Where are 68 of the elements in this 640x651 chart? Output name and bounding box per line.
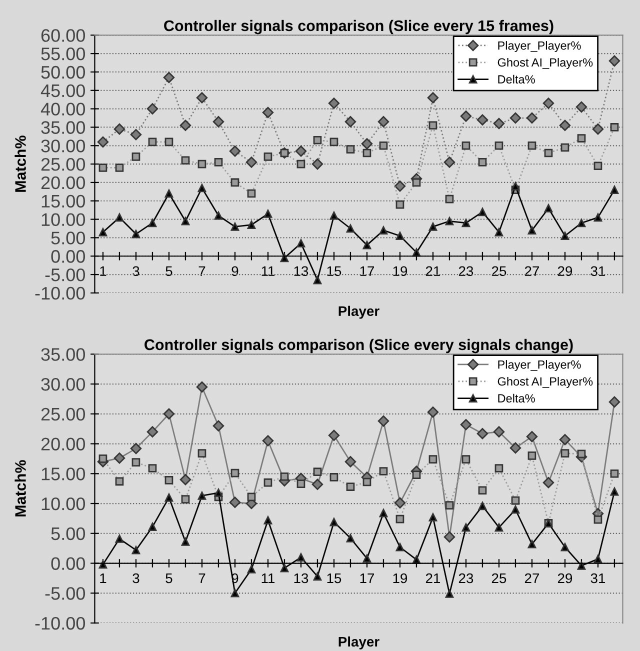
x-tick-label: 19 <box>393 266 408 276</box>
legend-label: Player_Player% <box>498 360 581 372</box>
y-tick-label: 10.00 <box>42 497 85 510</box>
x-axis-title: Player <box>338 636 380 650</box>
y-tick-label: 35.00 <box>41 348 85 361</box>
y-tick-label: 60.00 <box>41 29 85 42</box>
x-axis-title: Player <box>338 306 380 319</box>
y-tick-label: 30.00 <box>41 140 85 152</box>
chart-title: Controller signals comparison (Slice every 15 frames) <box>164 20 554 34</box>
legend-label: Delta% <box>498 394 535 403</box>
x-tick-label: 1 <box>100 573 106 584</box>
y-tick-label: 25.00 <box>41 408 85 421</box>
x-tick-label: 7 <box>198 266 206 276</box>
x-tick-label: 25 <box>492 573 506 584</box>
y-tick-label: 35.00 <box>41 121 85 134</box>
x-tick-label: 21 <box>426 573 440 584</box>
x-tick-label: 27 <box>524 266 539 276</box>
y-tick-label: 15.00 <box>42 468 85 480</box>
x-tick-label: 15 <box>327 573 342 584</box>
x-tick-label: 5 <box>166 266 172 276</box>
x-tick-label: 21 <box>426 266 440 276</box>
y-axis-title: Match% <box>14 460 26 516</box>
x-tick-label: 9 <box>232 266 238 276</box>
x-tick-label: 5 <box>166 573 172 584</box>
x-tick-label: 11 <box>262 266 275 276</box>
y-tick-label: -10.00 <box>35 616 85 630</box>
y-tick-label: 20.00 <box>41 176 85 190</box>
legend-label: Ghost AI_Player% <box>498 376 593 388</box>
x-tick-label: 19 <box>393 573 408 584</box>
y-tick-label: 30.00 <box>41 378 85 391</box>
y-tick-label: 20.00 <box>41 438 85 450</box>
chart-title: Controller signals comparison (Slice every signals change) <box>144 338 573 354</box>
y-tick-label: 45.00 <box>40 84 85 98</box>
x-tick-label: 3 <box>132 573 140 584</box>
y-tick-label: 5.00 <box>51 527 85 540</box>
legend-label: Player_Player% <box>498 41 581 52</box>
legend-label: Ghost AI_Player% <box>498 58 593 69</box>
y-tick-label: 55.00 <box>41 48 85 60</box>
x-tick-label: 13 <box>294 573 308 584</box>
x-tick-label: 23 <box>458 573 474 584</box>
y-tick-label: 5.00 <box>51 232 85 244</box>
x-tick-label: 29 <box>558 573 572 584</box>
x-tick-label: 3 <box>132 266 140 276</box>
x-tick-label: 31 <box>590 266 606 276</box>
x-tick-label: 15 <box>327 266 342 276</box>
y-tick-label: 25.00 <box>41 158 85 171</box>
x-tick-label: 17 <box>360 573 374 584</box>
x-tick-label: 17 <box>360 266 374 276</box>
y-tick-label: 10.00 <box>42 213 85 226</box>
x-tick-label: 23 <box>458 266 474 276</box>
y-tick-label: 40.00 <box>40 102 85 116</box>
y-tick-label: -5.00 <box>45 268 85 282</box>
y-tick-label: -10.00 <box>35 286 85 300</box>
y-tick-label: 50.00 <box>41 66 85 79</box>
y-axis-title: Match% <box>14 136 26 192</box>
x-tick-label: 27 <box>524 573 539 584</box>
x-tick-label: 25 <box>492 266 506 276</box>
y-tick-label: 0.00 <box>51 557 85 570</box>
x-tick-label: 7 <box>198 573 206 584</box>
x-tick-label: 1 <box>100 266 106 276</box>
legend-label: Delta% <box>498 74 535 84</box>
x-tick-label: 29 <box>558 266 572 276</box>
x-tick-label: 11 <box>262 573 275 584</box>
y-tick-label: -5.00 <box>45 587 85 600</box>
x-tick-label: 13 <box>294 266 308 276</box>
x-tick-label: 31 <box>590 573 606 584</box>
y-tick-label: 0.00 <box>51 250 85 263</box>
y-tick-label: 15.00 <box>42 194 85 208</box>
